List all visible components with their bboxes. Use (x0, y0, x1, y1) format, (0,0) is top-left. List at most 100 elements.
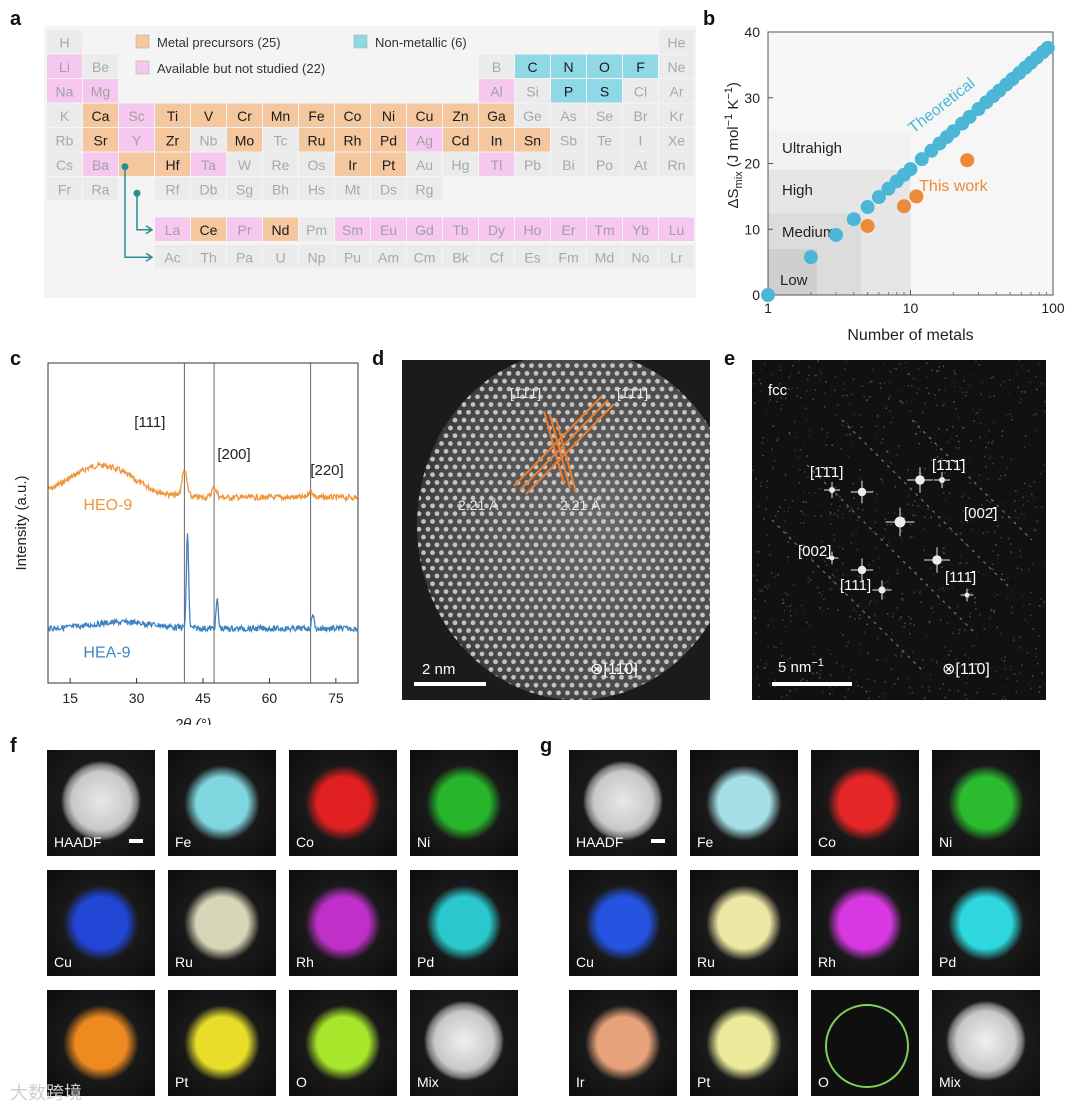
atom-column (601, 441, 606, 446)
element-symbol: U (275, 249, 285, 265)
noise-px (839, 495, 841, 498)
noise-px (983, 628, 985, 630)
atom-column (430, 581, 435, 587)
noise-px (792, 365, 794, 367)
atom-column (452, 511, 458, 517)
atom-column (578, 386, 584, 392)
atom-column (511, 565, 516, 571)
atom-column (493, 565, 498, 571)
eds-tile-label: Ru (697, 954, 715, 970)
atom-column (596, 402, 602, 407)
noise-px (808, 374, 810, 377)
atom-column (673, 550, 678, 556)
noise-px (794, 503, 796, 506)
noise-px (924, 402, 926, 405)
noise-px (766, 480, 769, 482)
element-symbol: Pb (524, 157, 541, 173)
noise-px (802, 678, 805, 681)
noise-px (846, 506, 848, 509)
noise-px (1017, 629, 1019, 631)
element-symbol: Hg (452, 157, 470, 173)
noise-px (833, 471, 835, 473)
noise-px (791, 500, 794, 502)
atom-column (565, 581, 570, 587)
noise-px (891, 422, 894, 424)
atom-column (484, 472, 489, 478)
element-sg: Sg (227, 177, 262, 201)
element-symbol: Sn (524, 132, 541, 148)
atom-column (650, 417, 656, 423)
atom-column (461, 448, 467, 454)
noise-px (1035, 375, 1037, 378)
element-ni: Ni (371, 103, 406, 127)
atom-column (628, 363, 633, 368)
noise-px (770, 374, 772, 376)
atom-column (448, 425, 453, 431)
plot-frame (47, 362, 359, 684)
noise-px (997, 554, 1000, 556)
atom-column (596, 464, 602, 470)
f-eds-tile-haadf: HAADF (47, 750, 155, 856)
atom-column (610, 550, 615, 556)
noise-px (819, 676, 821, 679)
atom-column (610, 597, 615, 602)
atom-column (605, 433, 611, 439)
atom-column (484, 550, 489, 556)
noise-px (844, 368, 846, 370)
cell-bg (191, 152, 226, 176)
atom-column (601, 674, 606, 680)
noise-px (754, 598, 756, 601)
atom-column (556, 581, 561, 587)
noise-px (793, 584, 795, 586)
atom-column (484, 503, 489, 509)
atom-column (650, 464, 656, 470)
noise-px (757, 665, 759, 668)
atom-column (650, 370, 656, 376)
atom-column (650, 635, 656, 641)
noise-px (914, 514, 917, 517)
noise-px (831, 444, 833, 446)
atom-column (614, 480, 620, 485)
atom-column (497, 417, 503, 423)
atom-column (601, 628, 606, 633)
noise-px (1043, 604, 1045, 606)
atom-column (569, 698, 575, 700)
atom-column (461, 433, 467, 439)
element-symbol: In (491, 132, 503, 148)
atom-column (578, 651, 584, 657)
noise-px (779, 506, 781, 509)
noise-px (958, 447, 961, 449)
noise-px (781, 655, 783, 657)
atom-column (596, 433, 602, 439)
atom-column (551, 635, 557, 641)
atom-column (538, 363, 543, 368)
atom-column (466, 487, 471, 493)
element-c: C (515, 54, 550, 78)
f-eds-tile-rh: Rh (289, 870, 397, 976)
panel-c-letter: c (10, 348, 22, 370)
atom-column (434, 526, 440, 532)
atom-column (614, 651, 620, 657)
noise-px (868, 697, 870, 700)
atom-column (659, 651, 665, 657)
noise-px (1020, 513, 1023, 515)
noise-px (926, 362, 928, 365)
atom-column (668, 526, 674, 532)
noise-px (787, 556, 789, 558)
noise-px (991, 463, 994, 465)
noise-px (1006, 415, 1008, 417)
noise-px (928, 620, 930, 622)
noise-px (1002, 687, 1004, 689)
atom-column (691, 550, 696, 556)
atom-column (457, 534, 462, 540)
atom-column (538, 534, 543, 540)
element-symbol: Lr (670, 249, 683, 265)
cell-bg (83, 128, 118, 152)
atom-column (547, 394, 552, 400)
noise-px (987, 442, 990, 444)
atom-column (556, 472, 561, 478)
noise-px (985, 531, 988, 533)
noise-px (868, 603, 871, 605)
element-symbol: Ra (92, 181, 110, 197)
atom-column (452, 417, 458, 423)
